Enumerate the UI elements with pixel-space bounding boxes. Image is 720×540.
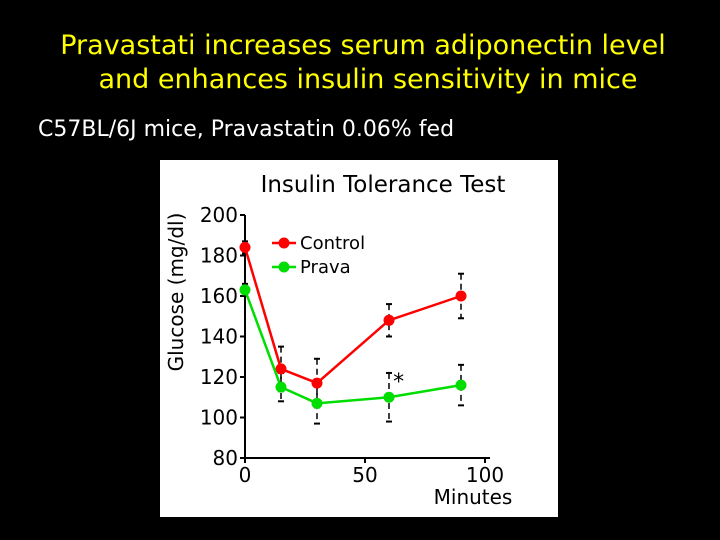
data-point-control	[311, 377, 323, 389]
data-point-control	[275, 363, 287, 375]
x-axis-label: Minutes	[434, 485, 513, 509]
data-point-control	[239, 241, 251, 253]
y-tick-label: 80	[213, 446, 238, 470]
legend-marker-prava	[278, 261, 290, 273]
chart-plot-area: *	[239, 240, 467, 425]
data-point-prava	[275, 381, 287, 393]
x-tick-label: 50	[352, 463, 377, 487]
data-point-prava	[455, 379, 467, 391]
data-point-prava	[239, 284, 251, 296]
data-point-prava	[311, 397, 323, 409]
data-point-control	[455, 290, 467, 302]
chart-ticks: 80 100 120 140 160 180 200 0 50 100	[200, 203, 504, 487]
y-tick-label: 120	[200, 365, 238, 389]
y-tick-label: 100	[200, 406, 238, 430]
y-tick-label: 140	[200, 325, 238, 349]
y-tick-label: 180	[200, 244, 238, 268]
citation: Shimomura, Jpn. Endo. Soc. 2004	[378, 516, 570, 531]
legend-marker-control	[278, 237, 290, 249]
y-axis-label: Glucose (mg/dl)	[164, 213, 188, 372]
slide-subtitle: C57BL/6J mice, Pravastatin 0.06% fed	[38, 117, 455, 142]
slide-title-line-2: and enhances insulin sensitivity in mice	[98, 64, 638, 95]
x-tick-label: 0	[239, 463, 252, 487]
data-point-control	[383, 314, 395, 326]
y-tick-label: 160	[200, 284, 238, 308]
legend-label-control: Control	[300, 233, 365, 254]
chart-title: Insulin Tolerance Test	[261, 172, 506, 198]
y-tick-label: 200	[200, 203, 238, 227]
chart-legend: Control Prava	[272, 233, 365, 278]
legend-label-prava: Prava	[300, 257, 351, 278]
data-point-prava	[383, 391, 395, 403]
significance-annotation: *	[393, 370, 404, 395]
slide-title-line-1: Pravastati increases serum adiponectin l…	[60, 30, 666, 61]
x-tick-label: 100	[466, 463, 504, 487]
